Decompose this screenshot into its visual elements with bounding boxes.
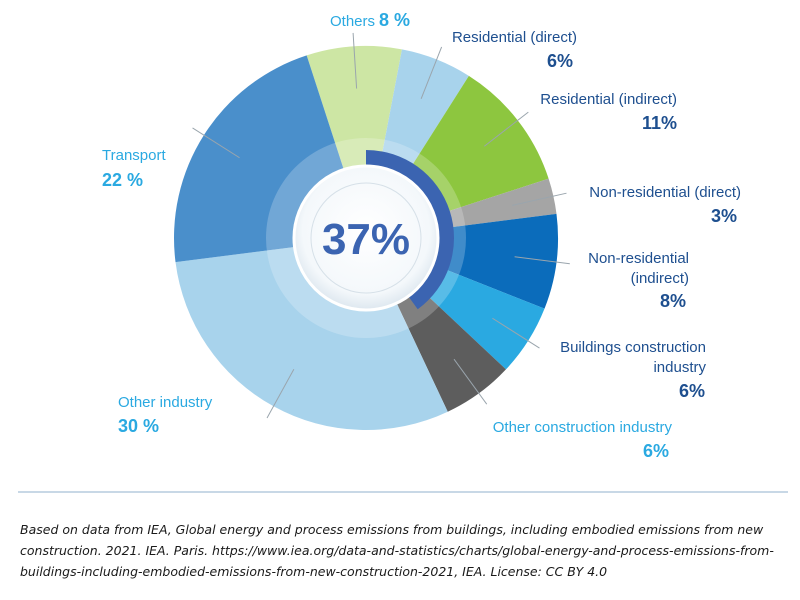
value-nonresidential-indirect: 8%: [660, 291, 686, 311]
value-other-construction: 6%: [643, 441, 669, 461]
source-caption: Based on data from IEA, Global energy an…: [20, 522, 774, 579]
label-other-construction: Other construction industry: [493, 419, 673, 436]
slice-nonresidential-indirect: [431, 213, 558, 309]
slice-other-industry: [175, 246, 448, 430]
slice-nonresidential-direct: [432, 178, 557, 230]
leader-residential-indirect: [484, 111, 529, 147]
value-other-industry: 30 %: [118, 416, 159, 436]
slice-residential-direct: [379, 49, 469, 179]
leader-transport: [192, 127, 240, 159]
slice-transport: [174, 55, 345, 263]
leader-residential-direct: [420, 46, 443, 99]
slice-buildings-construction: [417, 263, 545, 370]
label-other-industry: Other industry: [118, 394, 213, 411]
center-inner-ring: [310, 182, 422, 294]
label-nonresidential-direct: Non-residential (direct): [589, 184, 741, 201]
slice-residential-indirect: [403, 75, 549, 217]
slice-others: [306, 45, 402, 172]
leader-other-construction: [453, 358, 488, 405]
leader-nonresidential-direct: [512, 192, 567, 206]
value-buildings-construction: 6%: [679, 381, 705, 401]
divider: [18, 491, 788, 493]
value-transport: 22 %: [102, 170, 143, 190]
leader-others: [352, 32, 358, 89]
value-nonresidential-direct: 3%: [711, 206, 737, 226]
value-residential-indirect: 11%: [642, 113, 677, 133]
label-residential-direct: Residential (direct): [452, 29, 577, 46]
label-others: Others: [330, 13, 375, 30]
value-residential-direct: 6%: [547, 51, 573, 71]
label-residential-indirect: Residential (indirect): [540, 91, 677, 108]
slice-other-construction: [395, 285, 506, 412]
center-disc: [292, 164, 440, 312]
leader-other-industry: [266, 368, 295, 419]
center-value: 37%: [322, 215, 410, 264]
value-others: 8 %: [379, 10, 410, 30]
label-buildings-construction: Buildings construction industry: [560, 339, 706, 376]
label-nonresidential-indirect: Non-residential (indirect): [588, 250, 689, 287]
label-transport: Transport: [102, 147, 166, 164]
leader-nonresidential-indirect: [514, 256, 570, 265]
donut-chart: 37% Others 8 % Residential (direct) 6% R…: [102, 10, 741, 461]
leader-buildings-construction: [492, 317, 540, 349]
